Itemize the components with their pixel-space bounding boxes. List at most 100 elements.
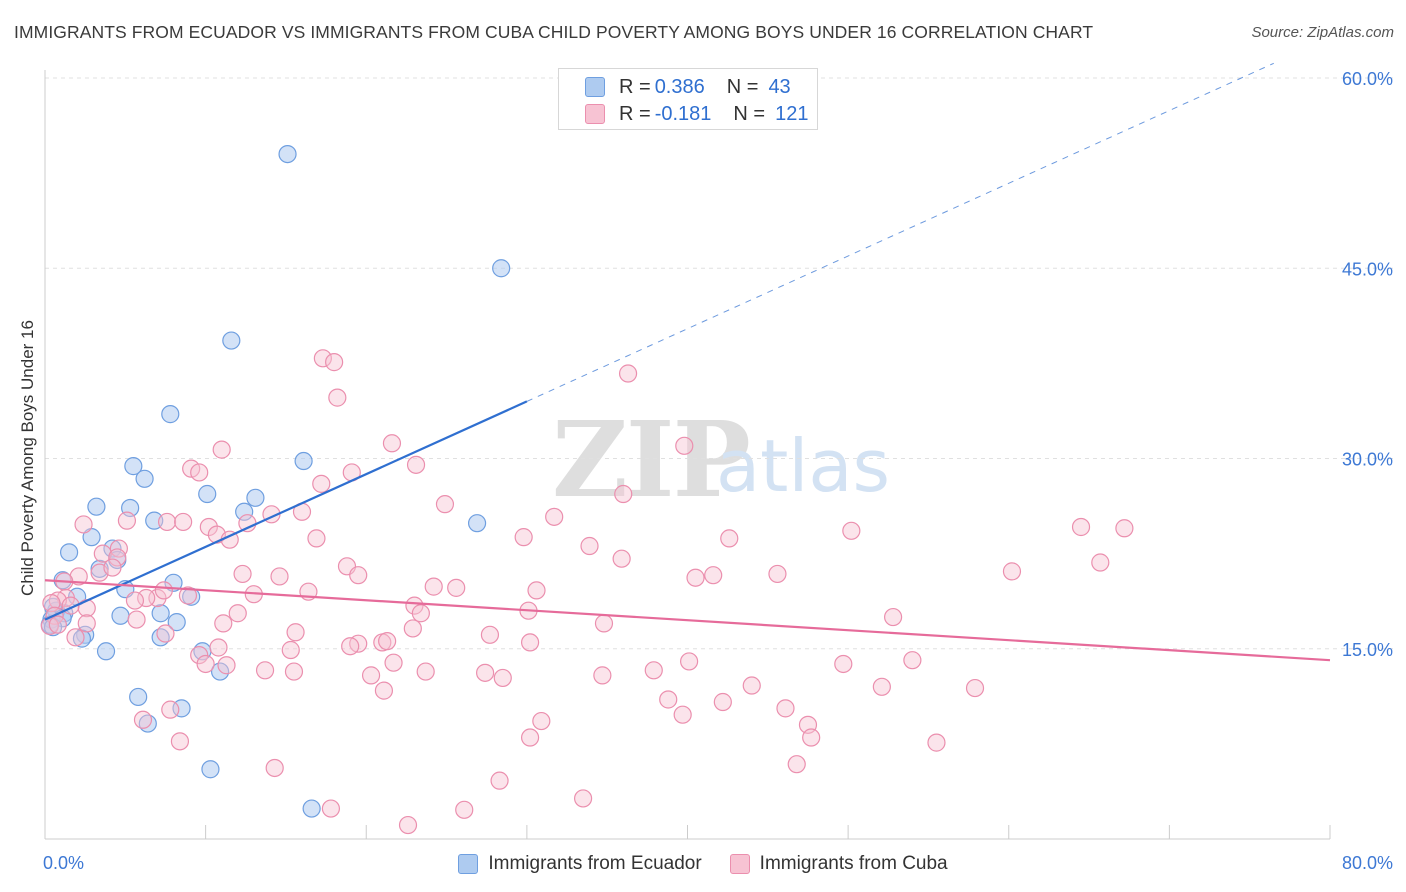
ecuador-point xyxy=(135,469,154,488)
ecuador-swatch xyxy=(458,854,479,874)
cuba-point xyxy=(618,364,638,383)
cuba-point xyxy=(196,654,215,674)
cuba-point xyxy=(325,353,344,372)
cuba-point xyxy=(284,662,304,681)
cuba-point xyxy=(265,758,284,778)
cuba-point xyxy=(520,728,540,747)
cuba-point xyxy=(77,614,96,633)
cuba-point xyxy=(644,661,663,680)
cuba-point xyxy=(69,567,88,586)
cuba-point xyxy=(374,681,394,700)
cuba-point xyxy=(270,567,289,586)
cuba-point xyxy=(125,591,145,610)
ecuador-point xyxy=(302,799,321,818)
y-tick-label: 30.0% xyxy=(1342,450,1393,470)
cuba-point xyxy=(321,799,341,818)
ecuador-point xyxy=(235,502,254,521)
cuba-point xyxy=(133,710,153,729)
cuba-point xyxy=(212,440,231,459)
legend-r-value: 0.386 xyxy=(654,75,705,98)
legend-n-label: N = xyxy=(726,75,759,98)
cuba-point xyxy=(137,588,156,608)
cuba-point xyxy=(520,633,540,652)
ecuador-point xyxy=(129,687,148,707)
cuba-point xyxy=(156,624,175,643)
cuba-point xyxy=(157,512,177,532)
cuba-point xyxy=(659,690,678,709)
cuba-point xyxy=(580,536,599,556)
cuba-point xyxy=(108,548,127,567)
cuba-point xyxy=(842,521,861,540)
cuba-point xyxy=(74,515,93,534)
legend-r-label: R = xyxy=(619,75,651,98)
ecuador-point xyxy=(294,451,313,471)
cuba-point xyxy=(349,566,368,585)
watermark-zip: ZIP xyxy=(552,398,751,521)
legend-n-label: N = xyxy=(733,102,766,125)
legend-label-cuba: Immigrants from Cuba xyxy=(759,853,948,874)
cuba-point xyxy=(614,484,633,504)
cuba-point xyxy=(514,528,533,547)
ecuador-point xyxy=(59,543,79,562)
cuba-point xyxy=(834,654,853,674)
cuba-point xyxy=(720,529,739,548)
cuba-point xyxy=(405,596,424,615)
cuba-trend-line xyxy=(44,579,1331,662)
cuba-point xyxy=(704,566,723,585)
cuba-point xyxy=(174,512,193,532)
ecuador-point xyxy=(492,259,511,278)
watermark-atlas: atlas xyxy=(716,424,890,508)
cuba-point xyxy=(313,349,332,368)
cuba-swatch xyxy=(729,854,750,874)
ecuador-point xyxy=(278,145,297,164)
cuba-point xyxy=(398,815,418,835)
cuba-point xyxy=(802,728,821,747)
cuba-point xyxy=(883,607,903,627)
ecuador-point xyxy=(167,613,186,632)
cuba-point xyxy=(435,495,455,514)
cuba-point xyxy=(170,732,190,751)
cuba-point xyxy=(1115,519,1134,538)
cuba-point xyxy=(686,568,705,587)
ecuador-point xyxy=(467,514,487,533)
ecuador-point xyxy=(90,559,109,578)
ecuador-point xyxy=(87,497,106,516)
ecuador-points xyxy=(40,145,511,818)
cuba-point xyxy=(480,625,500,644)
legend-row-cuba: R = -0.181 N = 121 xyxy=(585,101,808,127)
cuba-point xyxy=(903,651,922,670)
cuba-swatch xyxy=(585,104,605,124)
ecuador-swatch xyxy=(585,77,605,97)
cuba-point xyxy=(378,632,397,651)
cuba-point xyxy=(673,705,692,724)
cuba-point xyxy=(527,581,546,600)
cuba-point xyxy=(127,610,146,629)
cuba-point xyxy=(93,544,112,563)
x-tick-label-left: 0.0% xyxy=(43,853,84,873)
cuba-point xyxy=(776,699,795,718)
legend-item-ecuador[interactable]: Immigrants from Ecuador xyxy=(458,853,702,875)
cuba-point xyxy=(424,577,443,596)
ecuador-point xyxy=(111,606,130,625)
tick-labels: 15.0% 30.0% 45.0% 60.0% 0.0% 80.0% xyxy=(43,69,1393,873)
cuba-point xyxy=(361,666,381,685)
cuba-point xyxy=(190,645,209,665)
cuba-point xyxy=(493,668,512,688)
legend-r-value: -0.181 xyxy=(654,102,712,125)
legend-label-ecuador: Immigrants from Ecuador xyxy=(488,853,702,874)
cuba-point xyxy=(233,564,252,584)
cuba-point xyxy=(927,733,946,752)
cuba-point xyxy=(66,628,85,647)
cuba-point xyxy=(228,604,247,623)
cuba-point xyxy=(1002,562,1022,581)
cuba-point xyxy=(713,692,732,712)
ecuador-point xyxy=(161,405,180,424)
cuba-point xyxy=(286,623,305,642)
cuba-point xyxy=(612,549,631,568)
cuba-point xyxy=(178,586,198,605)
x-tick-label-right: 80.0% xyxy=(1342,853,1393,873)
legend-item-cuba[interactable]: Immigrants from Cuba xyxy=(729,853,948,875)
cuba-points xyxy=(40,349,1134,835)
cuba-point xyxy=(787,755,806,774)
